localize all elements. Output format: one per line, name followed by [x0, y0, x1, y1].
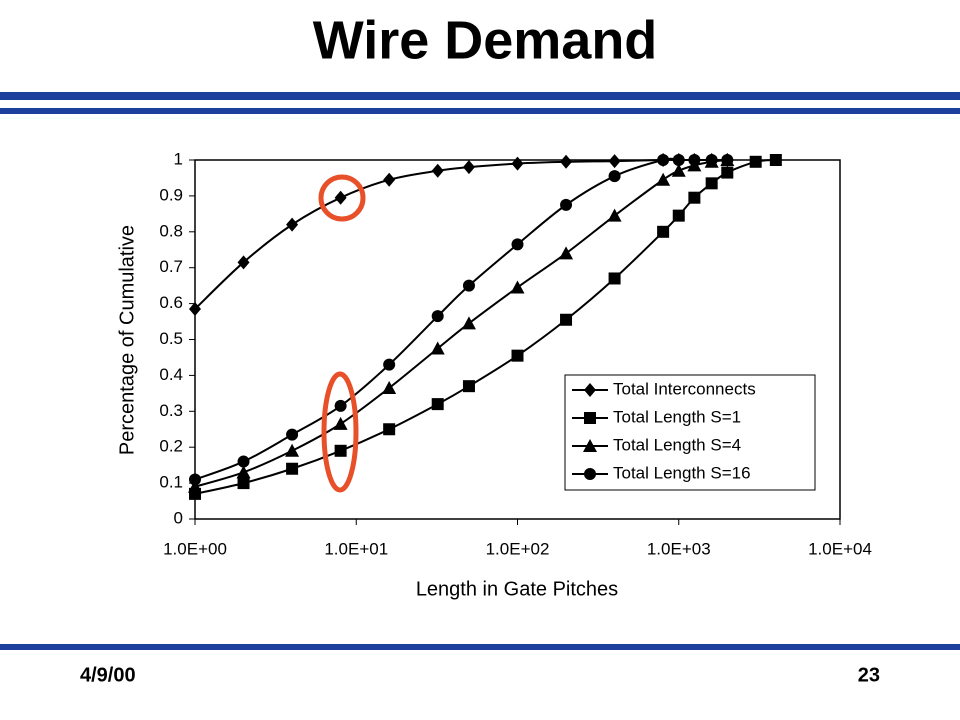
marker: [333, 416, 348, 430]
x-axis-label: Length in Gate Pitches: [416, 578, 618, 600]
marker: [334, 190, 347, 205]
marker: [671, 163, 686, 177]
marker: [656, 172, 671, 186]
marker: [189, 473, 201, 486]
marker: [769, 154, 782, 166]
marker: [560, 198, 573, 211]
marker: [462, 279, 475, 292]
header-bar: [0, 108, 960, 114]
header-bar: [0, 92, 960, 100]
series-group: [188, 153, 782, 500]
marker: [237, 455, 250, 468]
marker: [237, 477, 250, 490]
slide-title: Wire Demand: [313, 10, 658, 70]
marker: [383, 358, 396, 371]
footer-date: 4/9/00: [80, 664, 136, 686]
marker: [334, 444, 347, 457]
marker: [431, 163, 444, 178]
marker: [237, 255, 250, 270]
marker: [286, 462, 299, 475]
marker: [608, 272, 621, 285]
y-tick-label: 0.4: [159, 365, 183, 384]
marker: [672, 209, 685, 222]
series-line: [194, 158, 728, 310]
legend-label: Total Interconnects: [613, 379, 756, 398]
marker: [721, 154, 734, 166]
marker: [560, 313, 573, 326]
marker: [688, 154, 701, 166]
marker: [559, 246, 574, 260]
legend-marker: [584, 383, 596, 397]
highlight-ellipse: [321, 371, 359, 493]
marker: [657, 154, 670, 166]
marker: [511, 349, 524, 362]
y-tick-label: 0.8: [159, 221, 183, 240]
marker: [721, 166, 734, 179]
x-tick-label: 1.0E+02: [486, 539, 550, 558]
marker: [657, 225, 670, 238]
marker: [607, 208, 622, 222]
legend-items: Total Interconnects Total Length S=1 Total…: [572, 379, 756, 482]
marker: [510, 280, 525, 294]
legend-marker: [583, 439, 597, 452]
marker: [285, 443, 300, 457]
y-tick-label: 0.5: [159, 329, 183, 348]
marker: [334, 399, 347, 412]
marker: [286, 428, 299, 441]
page-number: 23: [858, 664, 880, 686]
marker: [688, 191, 701, 204]
marker: [189, 301, 201, 316]
legend-marker: [584, 468, 596, 480]
y-tick-label: 0.2: [159, 437, 183, 456]
y-tick-label: 0: [174, 508, 183, 527]
marker: [461, 316, 476, 330]
marker: [462, 160, 475, 175]
footer-bar: [0, 644, 960, 650]
marker: [608, 154, 621, 169]
marker: [560, 154, 573, 169]
marker: [236, 465, 251, 479]
x-tick-label: 1.0E+00: [163, 539, 227, 558]
marker: [749, 155, 762, 168]
y-tick-label: 0.1: [159, 473, 183, 492]
y-tick-label: 1: [174, 149, 183, 168]
x-tick-label: 1.0E+03: [647, 539, 711, 558]
legend-label: Total Length S=1: [613, 407, 741, 426]
marker: [462, 380, 475, 393]
legend-label: Total Length S=16: [613, 463, 751, 482]
legend-marker: [584, 412, 596, 424]
legend-label: Total Length S=4: [613, 435, 741, 454]
y-tick-label: 0.9: [159, 185, 183, 204]
legend: [564, 374, 816, 491]
y-tick-label: 0.7: [159, 257, 183, 276]
highlight-circle: [318, 174, 366, 222]
marker: [672, 154, 685, 166]
marker: [511, 238, 524, 251]
y-axis-label: Percentage of Cumulative: [116, 225, 138, 455]
marker: [431, 310, 444, 323]
marker: [608, 170, 621, 183]
marker: [705, 177, 718, 190]
marker: [188, 479, 202, 493]
x-tick-label: 1.0E+04: [808, 539, 872, 558]
y-tick-label: 0.3: [159, 401, 183, 420]
y-tick-label: 0.6: [159, 293, 183, 312]
marker: [383, 423, 396, 436]
marker: [430, 341, 445, 355]
marker: [705, 154, 718, 166]
marker: [286, 217, 299, 232]
marker: [511, 156, 524, 171]
x-tick-label: 1.0E+01: [324, 539, 388, 558]
marker: [383, 172, 396, 187]
marker: [431, 398, 444, 411]
marker: [382, 380, 397, 394]
